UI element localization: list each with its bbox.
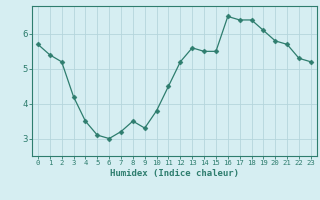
X-axis label: Humidex (Indice chaleur): Humidex (Indice chaleur): [110, 169, 239, 178]
